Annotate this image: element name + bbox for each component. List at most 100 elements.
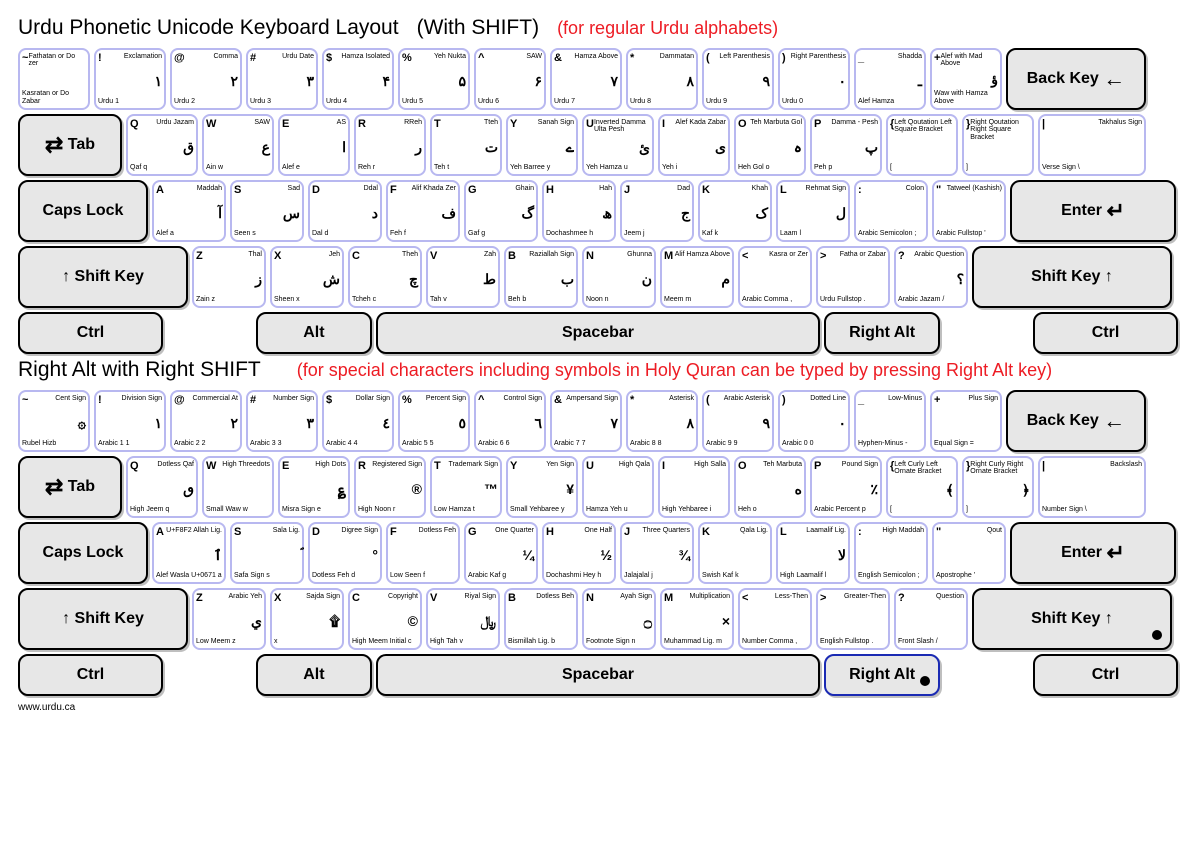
alt-key[interactable]: Alt (256, 654, 372, 696)
enter-key[interactable]: Enter ↵ (1010, 180, 1176, 242)
key-x[interactable]: $Dollar Sign٤Arabic 4 4 (322, 390, 394, 452)
key-Q[interactable]: QUrdu JazamقQaf q (126, 114, 198, 176)
key-x[interactable]: }Right Qoutation Right Square Bracket] (962, 114, 1034, 176)
key-A[interactable]: AU+F8F2 Allah Lig.ٱAlef Wasla U+0671 a (152, 522, 226, 584)
key-X[interactable]: XSajda Sign۩ x (270, 588, 344, 650)
key-x[interactable]: _ShaddaـAlef Hamza (854, 48, 926, 110)
right-alt-key[interactable]: Right Alt (824, 312, 940, 354)
back-key-key[interactable]: Back Key ← (1006, 48, 1146, 110)
key-x[interactable]: #Urdu Date۳Urdu 3 (246, 48, 318, 110)
key-x[interactable]: !Division Sign١Arabic 1 1 (94, 390, 166, 452)
key-x[interactable]: !Exclamation۱Urdu 1 (94, 48, 166, 110)
key-x[interactable]: &Hamza Above۷Urdu 7 (550, 48, 622, 110)
key-x[interactable]: (Left Parenthesis۹Urdu 9 (702, 48, 774, 110)
key-S[interactable]: SSadسSeen s (230, 180, 304, 242)
key-G[interactable]: GGhainگGaf g (464, 180, 538, 242)
shift-key--key[interactable]: Shift Key ↑ (972, 588, 1172, 650)
key-x[interactable]: $Hamza Isolated۴Urdu 4 (322, 48, 394, 110)
back-key-key[interactable]: Back Key ← (1006, 390, 1146, 452)
key-x[interactable]: >Fatha or ZabarUrdu Fullstop . (816, 246, 890, 308)
key-x[interactable]: _Low-MinusHyphen-Minus - (854, 390, 926, 452)
key-P[interactable]: PPound Sign٪Arabic Percent p (810, 456, 882, 518)
key-x[interactable]: (Arabic Asterisk٩Arabic 9 9 (702, 390, 774, 452)
key-C[interactable]: CThehچTcheh c (348, 246, 422, 308)
key-x[interactable]: ~Cent Sign۞Rubel Hizb (18, 390, 90, 452)
key-R[interactable]: RRegistered Sign®High Noon r (354, 456, 426, 518)
key-x[interactable]: *Asterisk٨Arabic 8 8 (626, 390, 698, 452)
ctrl-key[interactable]: Ctrl (18, 312, 163, 354)
key-x[interactable]: ^Control Sign٦Arabic 6 6 (474, 390, 546, 452)
enter-key[interactable]: Enter ↵ (1010, 522, 1176, 584)
key-J[interactable]: JThree Quarters¾Jalajalal j (620, 522, 694, 584)
key-M[interactable]: MMultiplication×Muhammad Lig. m (660, 588, 734, 650)
key-Z[interactable]: ZArabic YehيLow Meem z (192, 588, 266, 650)
key-Q[interactable]: QDotless QafٯHigh Jeem q (126, 456, 198, 518)
key-x[interactable]: <Less-ThenNumber Comma , (738, 588, 812, 650)
key-x[interactable]: "Tatweel (Kashish)Arabic Fullstop ' (932, 180, 1006, 242)
right-alt-key[interactable]: Right Alt (824, 654, 940, 696)
key-x[interactable]: }Right Curly Right Ornate Bracket﴿] (962, 456, 1034, 518)
key-x[interactable]: )Dotted Line٠Arabic 0 0 (778, 390, 850, 452)
key-L[interactable]: LLaamalif Lig.ﻻHigh Laamalif l (776, 522, 850, 584)
key-V[interactable]: VRiyal Sign﷼High Tah v (426, 588, 500, 650)
key-F[interactable]: FDotless FehLow Seen f (386, 522, 460, 584)
key-W[interactable]: WSAWعAin w (202, 114, 274, 176)
key-x[interactable]: ?Arabic Question؟Arabic Jazam / (894, 246, 968, 308)
key-H[interactable]: HOne Half½Dochashmi Hey h (542, 522, 616, 584)
key-x[interactable]: ~Fathatan or Do zerKasratan or Do Zabar (18, 48, 90, 110)
key-C[interactable]: CCopyright©High Meem Initial c (348, 588, 422, 650)
key-G[interactable]: GOne Quarter¼Arabic Kaf g (464, 522, 538, 584)
key-N[interactable]: NGhunnaنNoon n (582, 246, 656, 308)
key-x[interactable]: *Dammatan۸Urdu 8 (626, 48, 698, 110)
alt-key[interactable]: Alt (256, 312, 372, 354)
key-Y[interactable]: YSanah SignےYeh Barree y (506, 114, 578, 176)
key-x[interactable]: %Percent Sign٥Arabic 5 5 (398, 390, 470, 452)
key-W[interactable]: WHigh ThreedotsSmall Waw w (202, 456, 274, 518)
key-K[interactable]: KQala Lig.Swish Kaf k (698, 522, 772, 584)
key-I[interactable]: IAlef Kada ZabarیYeh i (658, 114, 730, 176)
ctrl-key[interactable]: Ctrl (1033, 312, 1178, 354)
key-x[interactable]: @Comma۲Urdu 2 (170, 48, 242, 110)
key-x[interactable]: :High MaddahEnglish Semicolon ; (854, 522, 928, 584)
key-D[interactable]: DDdalدDal d (308, 180, 382, 242)
key-V[interactable]: VZahطTah v (426, 246, 500, 308)
key-T[interactable]: TTrademark Sign™Low Hamza t (430, 456, 502, 518)
key-D[interactable]: DDigree Sign°Dotless Feh d (308, 522, 382, 584)
-shift-key-key[interactable]: ↑ Shift Key (18, 588, 188, 650)
key-x[interactable]: +Alef with Mad AboveؤWaw with Hamza Abov… (930, 48, 1002, 110)
key-O[interactable]: OTeh MarbutaهHeh o (734, 456, 806, 518)
key-x[interactable]: <Kasra or ZerArabic Comma , (738, 246, 812, 308)
-shift-key-key[interactable]: ↑ Shift Key (18, 246, 188, 308)
key-x[interactable]: #Number Sign٣Arabic 3 3 (246, 390, 318, 452)
spacebar-key[interactable]: Spacebar (376, 312, 820, 354)
key-Y[interactable]: YYen Sign¥Small Yehbaree y (506, 456, 578, 518)
ctrl-key[interactable]: Ctrl (18, 654, 163, 696)
key-R[interactable]: RRRehرReh r (354, 114, 426, 176)
key-P[interactable]: PDamma - PeshپPeh p (810, 114, 882, 176)
key-E[interactable]: EHigh Dots؏Misra Sign e (278, 456, 350, 518)
key-x[interactable]: >Greater-ThenEnglish Fullstop . (816, 588, 890, 650)
key-x[interactable]: ^SAW۶Urdu 6 (474, 48, 546, 110)
caps-lock-key[interactable]: Caps Lock (18, 180, 148, 242)
key-B[interactable]: BRaziallah SignبBeh b (504, 246, 578, 308)
key-x[interactable]: |BackslashNumber Sign \ (1038, 456, 1146, 518)
key-U[interactable]: UInverted Damma Ulta PeshئYeh Hamza u (582, 114, 654, 176)
key-x[interactable]: |Takhalus SignVerse Sign \ (1038, 114, 1146, 176)
key-O[interactable]: OTeh Marbuta GolہHeh Gol o (734, 114, 806, 176)
key-x[interactable]: ?QuestionFront Slash / (894, 588, 968, 650)
key-x[interactable]: &Ampersand Sign٧Arabic 7 7 (550, 390, 622, 452)
key-I[interactable]: IHigh SallaHigh Yehbaree i (658, 456, 730, 518)
key-E[interactable]: EASاAlef e (278, 114, 350, 176)
key-U[interactable]: UHigh QalaHamza Yeh u (582, 456, 654, 518)
key-x[interactable]: %Yeh Nukta۵Urdu 5 (398, 48, 470, 110)
key-L[interactable]: LRehmat SignلLaam l (776, 180, 850, 242)
ctrl-key[interactable]: Ctrl (1033, 654, 1178, 696)
key-x[interactable]: +Plus SignEqual Sign = (930, 390, 1002, 452)
spacebar-key[interactable]: Spacebar (376, 654, 820, 696)
key-x[interactable]: :ColonArabic Semicolon ; (854, 180, 928, 242)
key-N[interactable]: NAyah Sign۝Footnote Sign n (582, 588, 656, 650)
tab-key[interactable]: ⇄ Tab (18, 114, 122, 176)
key-Z[interactable]: ZThalزZain z (192, 246, 266, 308)
key-x[interactable]: {Left Curly Left Ornate Bracket﴾[ (886, 456, 958, 518)
key-x[interactable]: )Right Parenthesis۰Urdu 0 (778, 48, 850, 110)
